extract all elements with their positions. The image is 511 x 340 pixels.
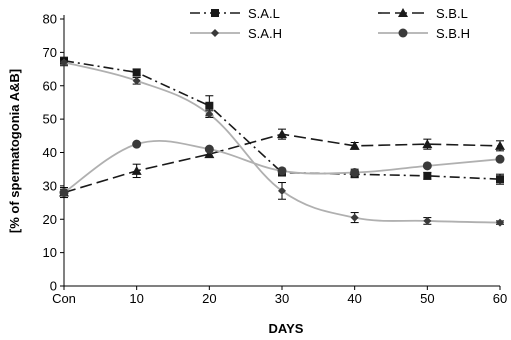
x-tick-label: 10 [129, 291, 143, 306]
data-point [350, 168, 360, 178]
data-point [204, 144, 214, 154]
data-point [277, 129, 287, 139]
y-tick-label: 20 [43, 212, 57, 227]
chart-series [59, 56, 505, 227]
series-sah-group [60, 58, 504, 227]
data-point [278, 186, 286, 195]
legend-entry-sal: S.A.L [190, 6, 280, 21]
data-point [60, 58, 68, 67]
x-axis-title: DAYS [269, 321, 304, 336]
y-tick-label: 40 [43, 145, 57, 160]
legend-marker [211, 9, 219, 17]
x-tick-label: 60 [493, 291, 507, 306]
data-point [204, 149, 215, 159]
chart-axes: 0 10 20 30 40 50 60 70 80 Con 10 20 30 40 50 60 [43, 12, 508, 307]
legend-entry-sbh: S.B.H [378, 26, 470, 41]
data-point [277, 166, 287, 176]
data-point [132, 139, 142, 149]
data-point [59, 188, 69, 198]
y-tick-label: 50 [43, 112, 57, 127]
y-axis-title: [% of spermatogonia A&B] [7, 69, 22, 233]
data-point [496, 175, 504, 184]
data-point [132, 68, 141, 77]
data-point [132, 76, 141, 85]
y-tick-label: 80 [43, 12, 57, 27]
data-point [496, 218, 504, 227]
data-point [131, 165, 142, 175]
legend-entry-sah: S.A.H [190, 26, 282, 41]
legend-label: S.A.L [248, 6, 280, 21]
legend-entry-sbl: S.B.L [378, 6, 468, 21]
y-tick-label: 0 [50, 279, 57, 294]
data-point [350, 213, 359, 222]
y-tick-label: 60 [43, 78, 57, 93]
x-tick-label: Con [52, 291, 76, 306]
data-point [423, 171, 432, 180]
data-point [205, 101, 214, 110]
data-point [423, 216, 432, 225]
legend-label: S.A.H [248, 26, 282, 41]
data-point [422, 139, 433, 149]
x-tick-label: 40 [347, 291, 361, 306]
data-point [495, 154, 505, 164]
y-tick-label: 70 [43, 45, 57, 60]
series-sbh-group [59, 139, 505, 199]
y-tick-label: 10 [43, 245, 57, 260]
legend-label: S.B.L [436, 6, 468, 21]
x-tick-label: 30 [275, 291, 289, 306]
x-tick-label: 20 [202, 291, 216, 306]
legend-marker [398, 28, 408, 38]
data-point [205, 110, 214, 119]
data-point [422, 161, 432, 171]
data-point [495, 140, 505, 150]
legend-marker [398, 8, 408, 17]
data-point [349, 140, 360, 150]
legend-marker [211, 29, 219, 37]
y-tick-label: 30 [43, 178, 57, 193]
chart-legend: S.A.L S.B.L S.A.H S.B.H [190, 6, 470, 41]
x-tick-label: 50 [420, 291, 434, 306]
legend-label: S.B.H [436, 26, 470, 41]
